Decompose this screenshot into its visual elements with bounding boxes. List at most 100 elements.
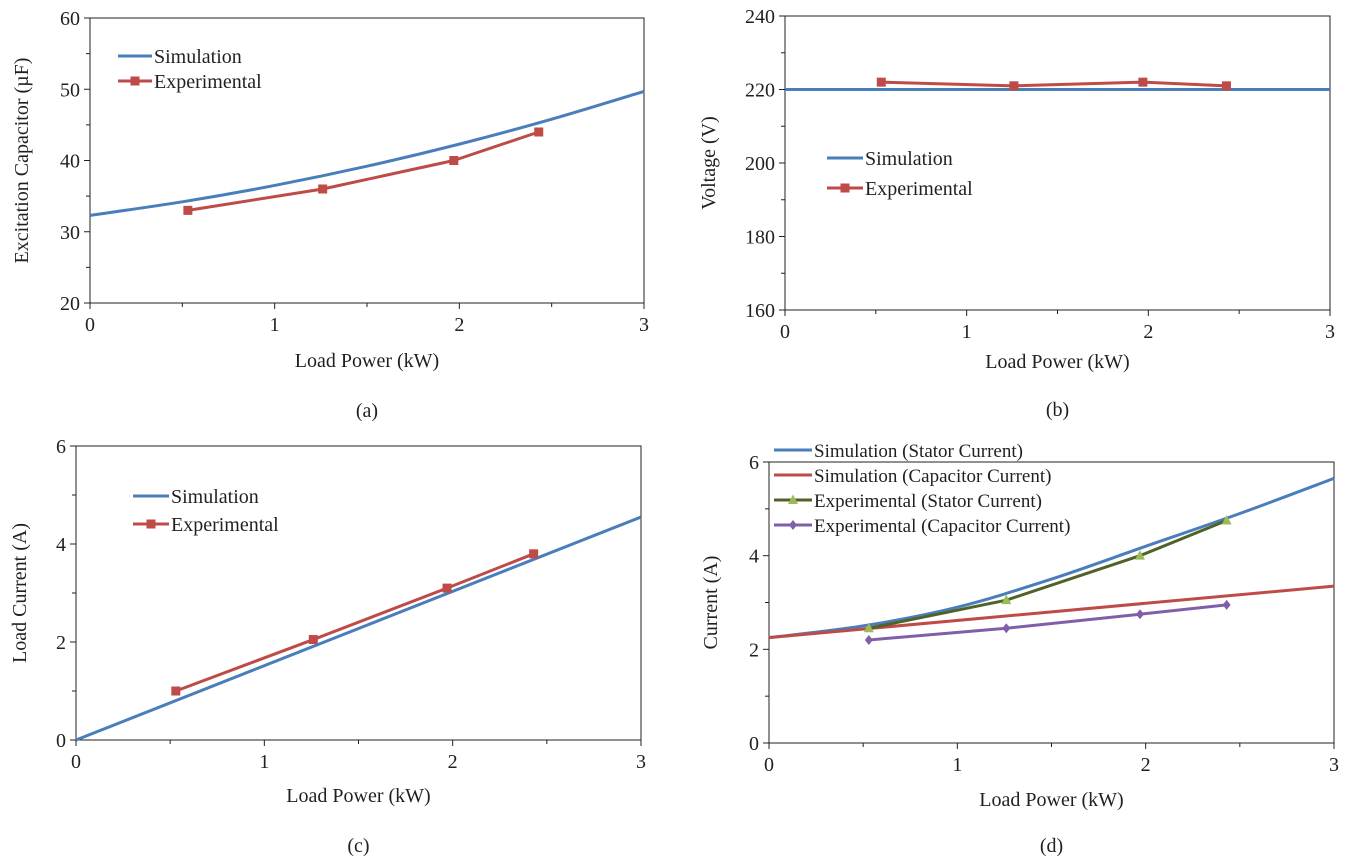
data-point <box>1001 594 1012 605</box>
legend-marker <box>146 519 156 529</box>
y-tick-label: 0 <box>749 733 759 755</box>
data-point <box>863 622 874 633</box>
panel-caption: (d) <box>1040 835 1063 857</box>
y-tick-label: 240 <box>745 6 775 28</box>
legend: Simulation Experimental <box>827 148 973 200</box>
series-line <box>187 130 540 212</box>
y-tick-label: 4 <box>749 546 759 568</box>
y-tick-label: 2 <box>56 632 66 654</box>
x-tick-label: 1 <box>962 321 972 343</box>
x-tick-label: 3 <box>636 751 646 773</box>
data-point <box>183 205 193 215</box>
legend-label: Simulation <box>171 486 259 508</box>
y-tick-label: 0 <box>56 730 66 752</box>
legend-label: Simulation <box>154 46 242 68</box>
legend-label: Experimental (Capacitor Current) <box>814 516 1070 537</box>
data-point <box>442 583 452 593</box>
legend: Simulation Experimental <box>133 486 279 536</box>
data-point <box>1221 81 1231 91</box>
legend-marker <box>788 494 798 504</box>
data-point <box>1222 599 1231 610</box>
x-tick-label: 2 <box>1141 754 1151 776</box>
legend-label: Experimental <box>865 178 973 200</box>
data-point <box>318 184 328 194</box>
y-tick-label: 200 <box>745 153 775 175</box>
chart-panel-3: 0 1 2 3 0 2 4 6 Load Power (kW) Current (A) (d) Sim… <box>700 441 1339 857</box>
y-tick-label: 20 <box>60 293 80 315</box>
x-tick-label: 1 <box>952 754 962 776</box>
y-tick-label: 60 <box>60 8 80 30</box>
data-point <box>1002 623 1011 634</box>
data-point <box>1138 77 1148 87</box>
x-tick-label: 3 <box>1325 321 1335 343</box>
legend-marker <box>840 183 850 193</box>
y-tick-label: 6 <box>749 452 759 474</box>
plot-area <box>75 445 642 741</box>
series-line <box>868 519 1228 630</box>
y-tick-label: 4 <box>56 534 66 556</box>
legend-label: Experimental <box>154 71 262 93</box>
panel-caption: (b) <box>1046 399 1069 421</box>
data-point <box>864 634 873 645</box>
legend: Simulation Experimental <box>118 46 262 93</box>
series-line <box>75 515 642 742</box>
x-tick-label: 3 <box>639 314 649 336</box>
legend-label: Experimental (Stator Current) <box>814 491 1042 512</box>
legend-label: Simulation (Capacitor Current) <box>814 466 1051 487</box>
data-point <box>449 156 459 165</box>
data-point <box>171 686 181 696</box>
y-tick-label: 6 <box>56 436 66 458</box>
chart-panel-0: 0 1 2 3 20 30 40 50 60 Load Power (kW) Excitation … <box>11 8 649 422</box>
panel-caption: (a) <box>356 400 378 422</box>
y-tick-label: 2 <box>749 639 759 661</box>
data-point <box>1009 81 1019 91</box>
legend: Simulation (Stator Current) Simulation (C… <box>774 441 1070 537</box>
y-tick-label: 50 <box>60 79 80 101</box>
y-axis-label: Excitation Capacitor (µF) <box>11 58 33 264</box>
data-point <box>534 127 544 137</box>
data-point <box>876 77 886 87</box>
panel-caption: (c) <box>347 835 369 857</box>
x-axis-label: Load Power (kW) <box>985 351 1129 373</box>
x-tick-label: 0 <box>780 321 790 343</box>
legend-label: Simulation <box>865 148 953 170</box>
series-line <box>881 80 1227 88</box>
chart-panel-2: 0 1 2 3 0 2 4 6 Load Power (kW) Load Current (A) (… <box>9 436 646 857</box>
y-tick-label: 180 <box>745 227 775 249</box>
data-point <box>308 635 318 645</box>
series-line <box>768 584 1335 640</box>
legend-label: Simulation (Stator Current) <box>814 441 1023 462</box>
legend-marker <box>130 76 140 86</box>
y-tick-label: 220 <box>745 80 775 102</box>
x-tick-label: 0 <box>764 754 774 776</box>
series-line <box>868 603 1227 642</box>
x-tick-label: 2 <box>454 314 464 336</box>
x-tick-label: 1 <box>270 314 280 336</box>
x-axis-label: Load Power (kW) <box>295 350 439 372</box>
y-tick-label: 40 <box>60 151 80 173</box>
y-axis-label: Voltage (V) <box>698 116 720 210</box>
data-point <box>1135 550 1146 560</box>
x-axis-label: Load Power (kW) <box>979 789 1123 811</box>
x-tick-label: 0 <box>85 314 95 336</box>
y-axis-label: Current (A) <box>700 556 722 650</box>
x-tick-label: 0 <box>71 751 81 773</box>
series-line <box>175 552 535 693</box>
y-axis-label: Load Current (A) <box>9 523 31 663</box>
data-point <box>529 549 539 559</box>
series-line <box>768 476 1335 640</box>
series-line <box>89 89 645 217</box>
y-tick-label: 160 <box>745 300 775 322</box>
x-axis-label: Load Power (kW) <box>286 785 430 807</box>
x-tick-label: 2 <box>1143 321 1153 343</box>
y-tick-label: 30 <box>60 222 80 244</box>
x-tick-label: 2 <box>448 751 458 773</box>
legend-label: Experimental <box>171 514 279 536</box>
data-point <box>1221 515 1232 525</box>
x-tick-label: 3 <box>1329 754 1339 776</box>
chart-panel-1: 0 1 2 3 160 180 200 220 240 Load Power (kW) Voltag… <box>698 6 1335 421</box>
x-tick-label: 1 <box>259 751 269 773</box>
legend-marker <box>789 520 797 530</box>
data-point <box>1136 609 1145 620</box>
